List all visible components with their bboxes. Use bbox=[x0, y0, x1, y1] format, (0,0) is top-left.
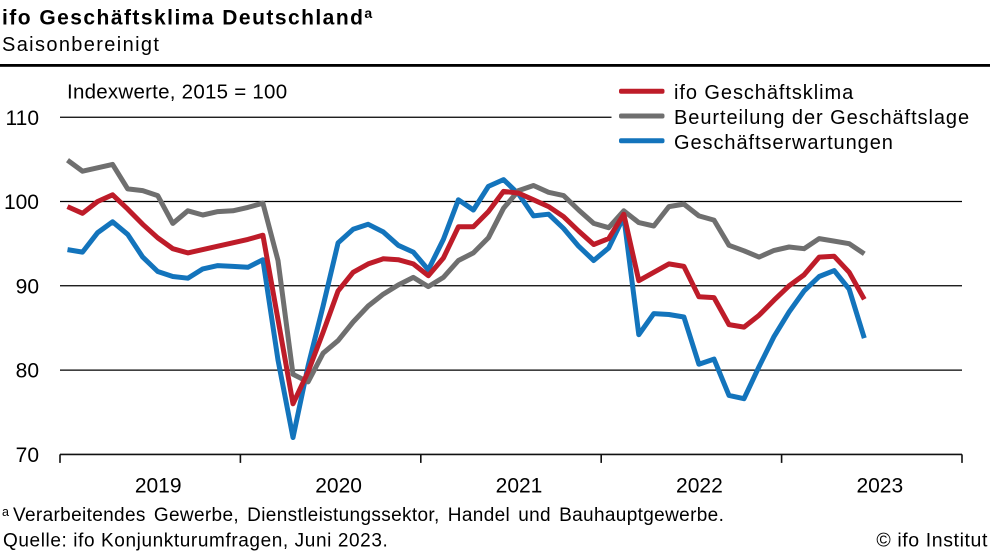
svg-text:110: 110 bbox=[6, 107, 39, 130]
svg-text:© ifo Institut: © ifo Institut bbox=[876, 530, 988, 552]
svg-text:ifo Geschäftsklima: ifo Geschäftsklima bbox=[674, 82, 854, 104]
svg-text:Beurteilung der Geschäftslage: Beurteilung der Geschäftslage bbox=[674, 107, 970, 129]
svg-text:2021: 2021 bbox=[496, 475, 543, 498]
svg-text:Indexwerte, 2015 = 100: Indexwerte, 2015 = 100 bbox=[67, 81, 287, 104]
svg-text:Quelle: ifo Konjunkturumfragen: Quelle: ifo Konjunkturumfragen, Juni 202… bbox=[3, 531, 388, 552]
svg-text:70: 70 bbox=[16, 444, 39, 467]
svg-text:Verarbeitendes Gewerbe, Dienst: Verarbeitendes Gewerbe, Dienstleistungss… bbox=[13, 505, 724, 526]
svg-text:2020: 2020 bbox=[315, 475, 362, 498]
svg-text:90: 90 bbox=[16, 275, 39, 298]
svg-text:a: a bbox=[2, 505, 9, 519]
svg-text:2022: 2022 bbox=[676, 475, 723, 498]
svg-text:ifo Geschäftsklima Deutschland: ifo Geschäftsklima Deutschlanda bbox=[2, 5, 372, 30]
svg-text:2023: 2023 bbox=[856, 475, 903, 498]
svg-text:80: 80 bbox=[16, 360, 39, 383]
svg-text:Saisonbereinigt: Saisonbereinigt bbox=[2, 34, 160, 56]
svg-text:2019: 2019 bbox=[135, 475, 182, 498]
svg-text:100: 100 bbox=[4, 191, 39, 214]
svg-text:Geschäftserwartungen: Geschäftserwartungen bbox=[674, 132, 894, 154]
